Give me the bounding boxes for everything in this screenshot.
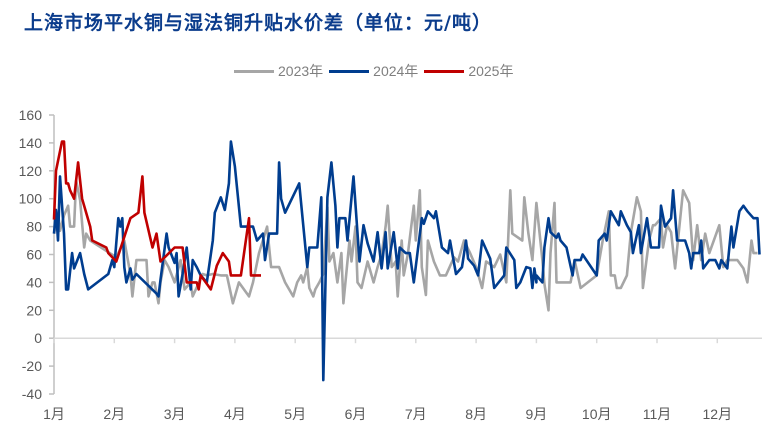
- y-tick-label: 140: [19, 135, 43, 151]
- series-line-2025: [52, 140, 261, 291]
- legend-label-2023: 2023年: [278, 63, 324, 79]
- legend-item-2024: 2024年: [329, 61, 418, 81]
- x-tick-label: 2月: [103, 406, 125, 422]
- chart-title: 上海市场平水铜与湿法铜升贴水价差（单位：元/吨）: [24, 12, 492, 34]
- legend-item-2023: 2023年: [234, 61, 323, 81]
- y-tick-label: 100: [19, 191, 43, 207]
- y-tick-label: -40: [22, 386, 42, 402]
- y-tick-label: 40: [26, 274, 42, 290]
- y-tick-label: 0: [34, 330, 42, 346]
- x-tick-label: 10月: [582, 406, 612, 422]
- y-tick-label: -20: [22, 358, 42, 374]
- y-tick-label: 120: [19, 163, 43, 179]
- x-tick-label: 8月: [465, 406, 487, 422]
- x-tick-label: 12月: [703, 406, 733, 422]
- y-tick-label: 160: [19, 107, 43, 123]
- x-tick-label: 9月: [526, 406, 548, 422]
- x-tick-label: 1月: [43, 406, 65, 422]
- series-line-2024: [52, 140, 761, 382]
- legend-swatch-2024: [329, 69, 370, 73]
- y-tick-label: 20: [26, 302, 42, 318]
- legend-swatch-2023: [234, 69, 274, 73]
- legend-item-2025: 2025年: [424, 61, 513, 81]
- y-tick-label: 80: [26, 219, 42, 235]
- legend: 2023年 2024年 2025年: [234, 61, 519, 81]
- legend-label-2024: 2024年: [373, 63, 419, 79]
- x-tick-label: 11月: [643, 406, 672, 422]
- x-tick-label: 7月: [405, 406, 427, 422]
- x-tick-label: 5月: [284, 406, 306, 422]
- x-tick-label: 4月: [224, 406, 246, 422]
- x-tick-label: 6月: [345, 406, 367, 422]
- x-tick-label: 3月: [164, 406, 186, 422]
- legend-swatch-2025: [424, 69, 465, 73]
- legend-label-2025: 2025年: [468, 63, 514, 79]
- y-tick-label: 60: [26, 247, 42, 263]
